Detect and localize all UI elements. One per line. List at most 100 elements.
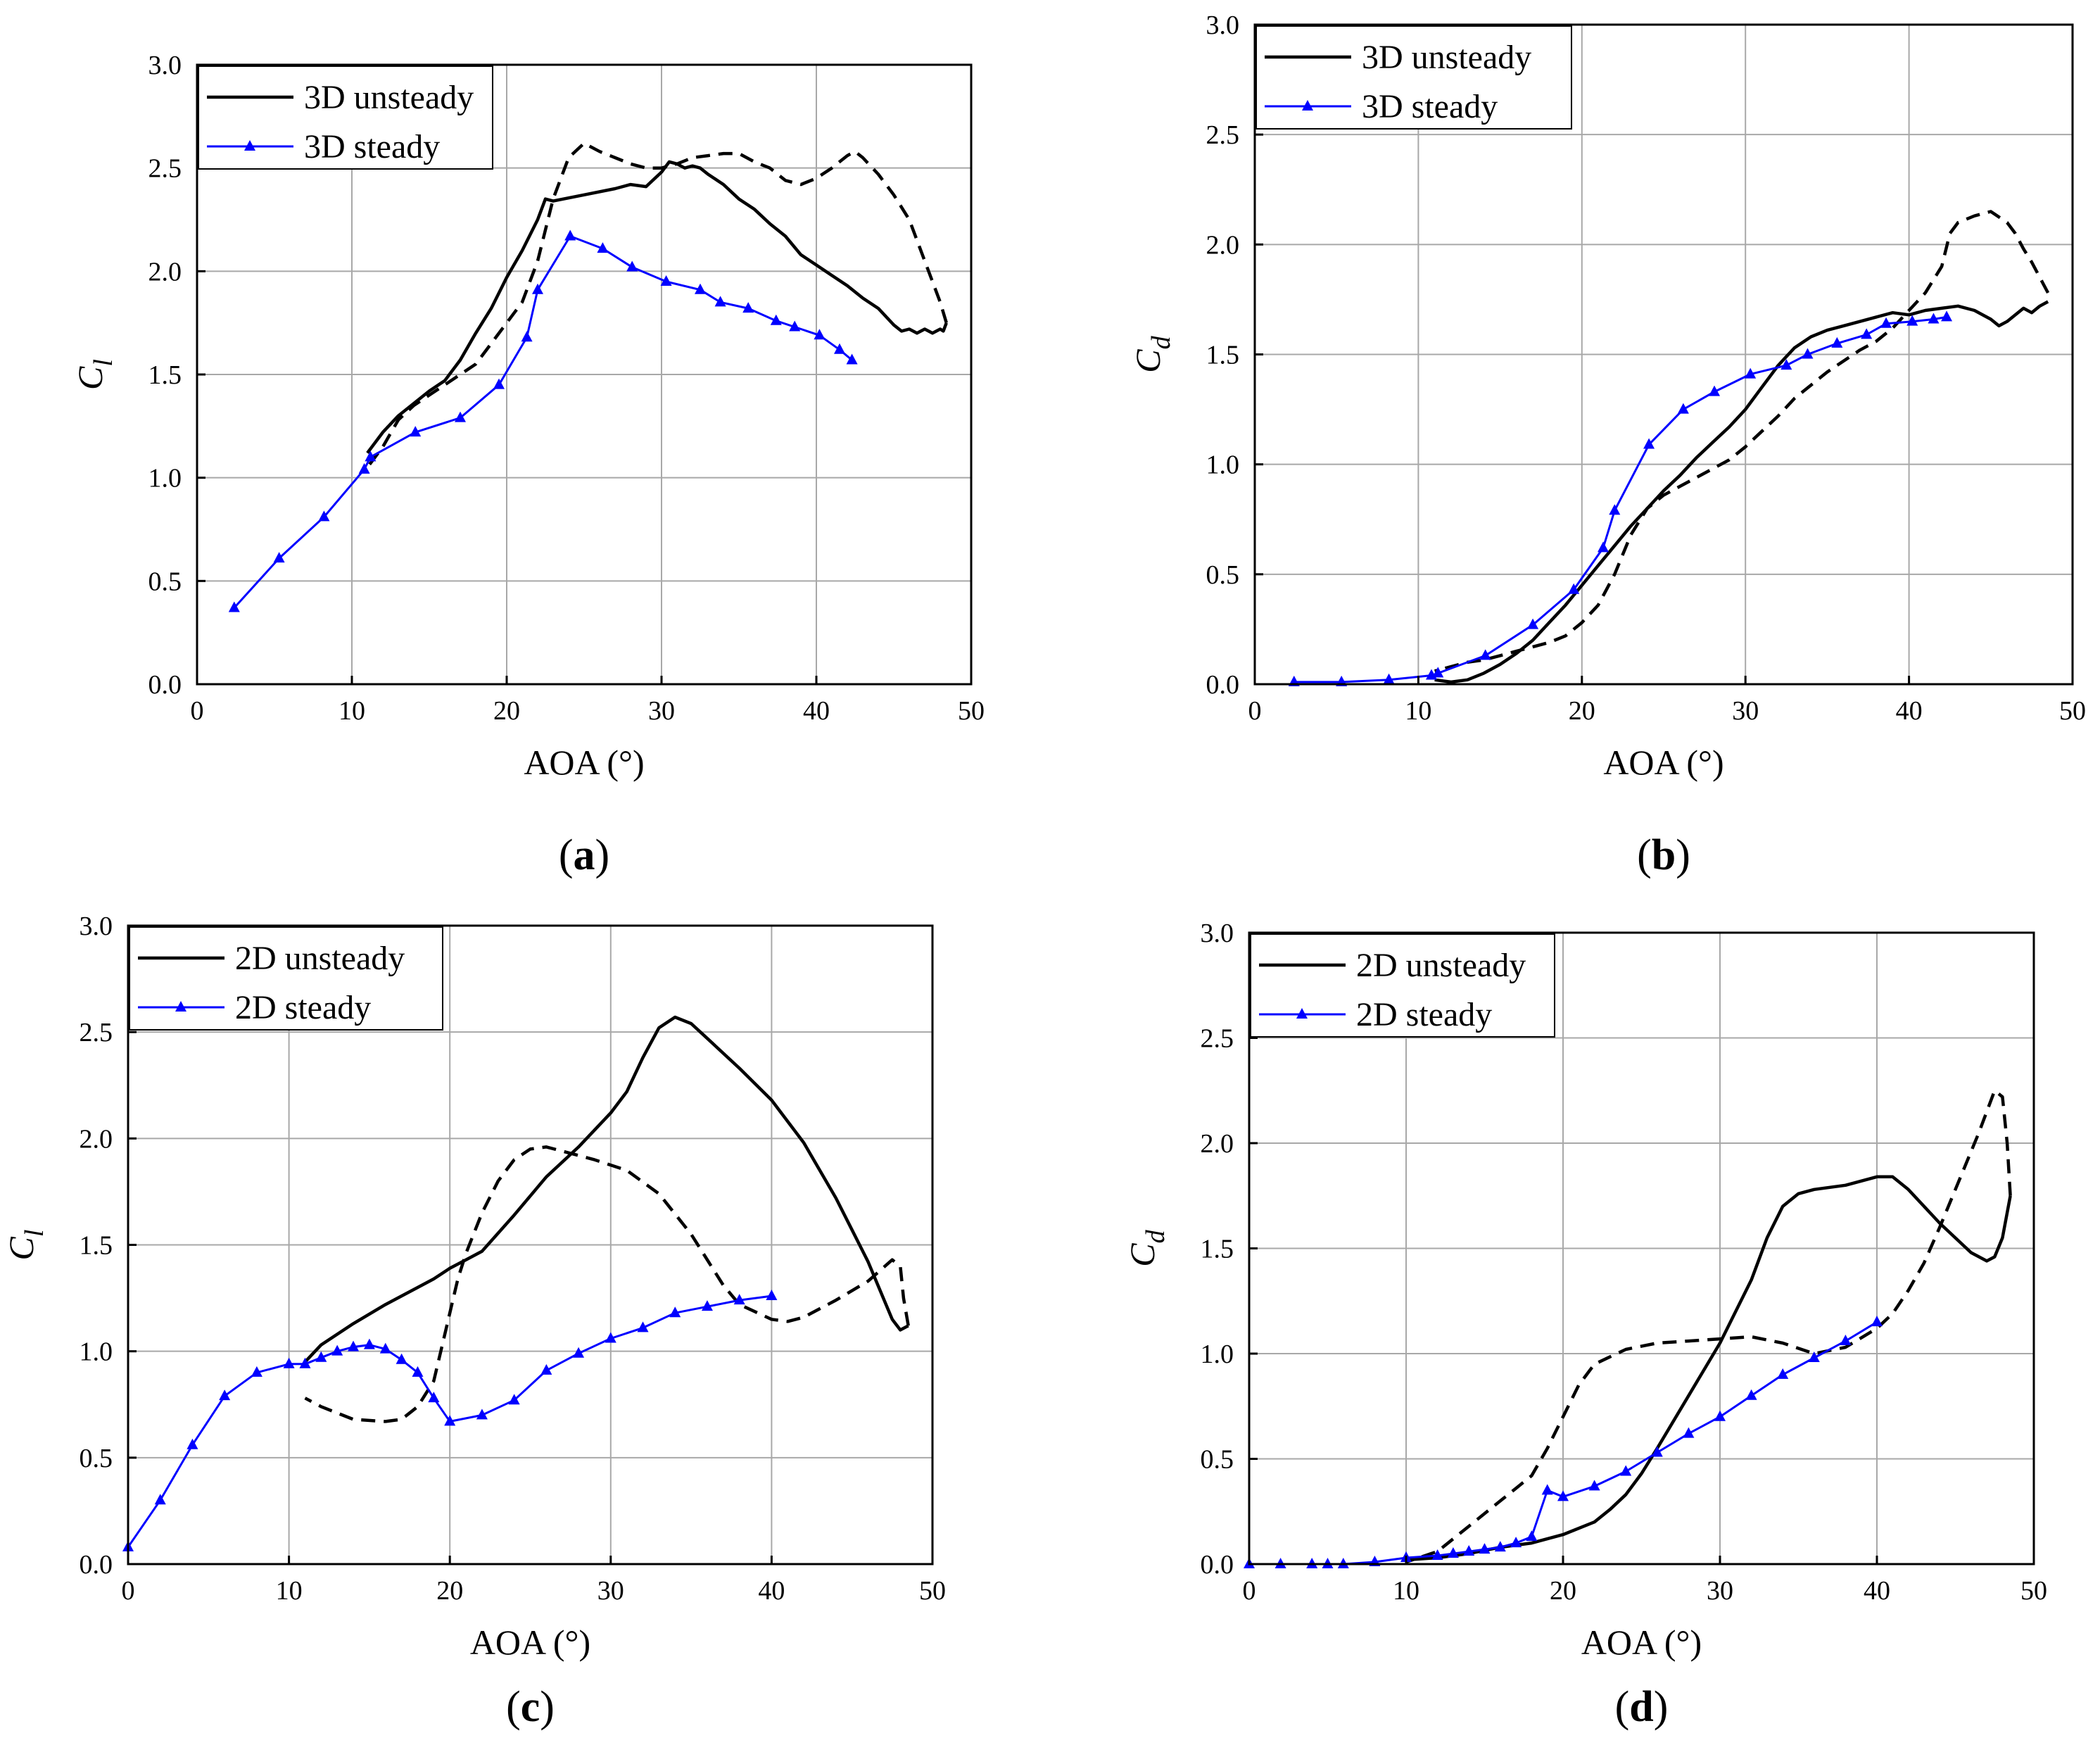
data-point-marker	[273, 552, 285, 563]
data-point-marker	[1802, 348, 1814, 359]
x-axis-label: AOA (°)	[1581, 1623, 1702, 1662]
y-tick-label: 1.5	[1206, 341, 1240, 370]
x-tick-label: 10	[1393, 1576, 1419, 1606]
series-line-1	[304, 1145, 910, 1423]
legend-box	[198, 65, 493, 170]
panel-caption: (b)	[1637, 831, 1690, 879]
y-tick-label: 0.5	[148, 567, 182, 596]
data-point-marker	[540, 1363, 552, 1375]
data-point-marker	[1651, 1446, 1663, 1457]
y-tick-label: 1.0	[80, 1337, 113, 1367]
legend-label-1: 2D steady	[1356, 996, 1492, 1033]
data-point-marker	[1598, 541, 1609, 553]
y-tick-label: 1.0	[148, 464, 182, 493]
y-axis-label: Cd	[1128, 335, 1176, 372]
legend-label-1: 3D steady	[304, 128, 440, 165]
data-point-marker	[1447, 1547, 1459, 1558]
chart-panel-a: 0 10 20 30 40 50 0.0 0.5 1.0 1.5 2.0 2.5 3.0 AOA (°) C…	[70, 51, 985, 879]
x-tick-label: 0	[1243, 1576, 1256, 1606]
data-point-marker	[660, 275, 672, 286]
y-tick-label: 2.0	[1206, 230, 1240, 260]
x-tick-label: 10	[339, 696, 365, 726]
data-point-marker	[1683, 1427, 1695, 1438]
legend-box	[1255, 25, 1572, 130]
data-point-marker	[315, 1351, 327, 1362]
x-axis-label: AOA (°)	[524, 743, 644, 782]
y-tick-label: 0.5	[1201, 1445, 1234, 1475]
legend-label-0: 3D unsteady	[304, 79, 474, 116]
y-tick-label: 3.0	[80, 912, 113, 941]
data-point-marker	[1527, 618, 1539, 629]
y-tick-label: 1.5	[80, 1231, 113, 1261]
data-point-marker	[299, 1357, 311, 1368]
legend-box	[129, 926, 443, 1031]
data-point-marker	[789, 320, 801, 332]
data-point-marker	[846, 353, 858, 365]
data-point-marker	[1831, 336, 1843, 348]
data-point-marker	[358, 462, 370, 474]
data-point-marker	[597, 242, 609, 253]
data-point-marker	[1928, 313, 1940, 324]
y-tick-label: 1.0	[1201, 1340, 1234, 1369]
data-point-marker	[508, 1394, 520, 1405]
legend-marker	[175, 1001, 186, 1012]
data-point-marker	[834, 343, 845, 354]
x-tick-label: 40	[1864, 1576, 1890, 1606]
data-point-marker	[701, 1300, 713, 1311]
data-point-marker	[1609, 504, 1621, 515]
legend-marker	[1296, 1008, 1308, 1019]
data-point-marker	[1431, 1549, 1443, 1561]
data-point-marker	[1557, 1490, 1569, 1501]
x-tick-label: 50	[2059, 696, 2086, 726]
data-point-marker	[521, 331, 533, 342]
data-point-marker	[1588, 1480, 1600, 1491]
data-point-marker	[637, 1321, 649, 1333]
data-point-marker	[1871, 1316, 1883, 1327]
data-point-marker	[1906, 315, 1918, 326]
data-point-marker	[695, 283, 706, 294]
y-tick-label: 0.5	[1206, 560, 1240, 590]
x-tick-label: 0	[1248, 696, 1262, 726]
x-tick-label: 40	[1896, 696, 1923, 726]
data-point-marker	[1780, 359, 1792, 370]
data-point-marker	[396, 1353, 407, 1364]
legend: 2D unsteady 2D steady	[129, 926, 443, 1031]
legend-label-0: 2D unsteady	[235, 940, 405, 977]
series-line-2	[127, 1294, 772, 1548]
data-point-marker	[455, 411, 466, 422]
data-point-marker	[476, 1409, 488, 1420]
data-point-marker	[1880, 317, 1892, 328]
x-tick-label: 30	[1707, 1576, 1733, 1606]
data-point-marker	[493, 378, 505, 389]
legend-label-0: 3D unsteady	[1362, 39, 1531, 76]
legend: 2D unsteady 2D steady	[1250, 933, 1555, 1038]
series-line-1	[1434, 210, 2050, 673]
data-point-marker	[1941, 310, 1953, 322]
legend-label-1: 3D steady	[1362, 88, 1498, 125]
data-point-marker	[228, 601, 240, 612]
legend: 3D unsteady 3D steady	[1255, 25, 1572, 130]
y-tick-label: 2.5	[80, 1018, 113, 1047]
y-tick-label: 2.5	[1206, 120, 1240, 150]
data-point-marker	[1777, 1368, 1789, 1379]
data-point-marker	[186, 1438, 198, 1449]
y-tick-label: 1.5	[148, 360, 182, 390]
data-point-marker	[1714, 1410, 1726, 1421]
x-tick-label: 40	[758, 1576, 785, 1606]
data-point-marker	[1541, 1484, 1553, 1495]
data-point-marker	[1526, 1530, 1538, 1542]
x-tick-label: 20	[436, 1576, 463, 1606]
data-point-marker	[669, 1306, 681, 1318]
x-tick-label: 30	[1732, 696, 1759, 726]
data-point-marker	[573, 1347, 585, 1358]
y-tick-label: 1.5	[1201, 1235, 1234, 1264]
y-tick-label: 0.0	[148, 670, 182, 700]
y-tick-label: 2.5	[148, 154, 182, 184]
data-point-marker	[363, 1338, 375, 1349]
data-point-marker	[742, 302, 754, 313]
series-line-0	[303, 1015, 909, 1363]
series-line-2	[233, 235, 853, 609]
x-tick-label: 20	[1550, 1576, 1576, 1606]
data-point-marker	[1494, 1541, 1506, 1552]
data-point-marker	[444, 1415, 456, 1426]
